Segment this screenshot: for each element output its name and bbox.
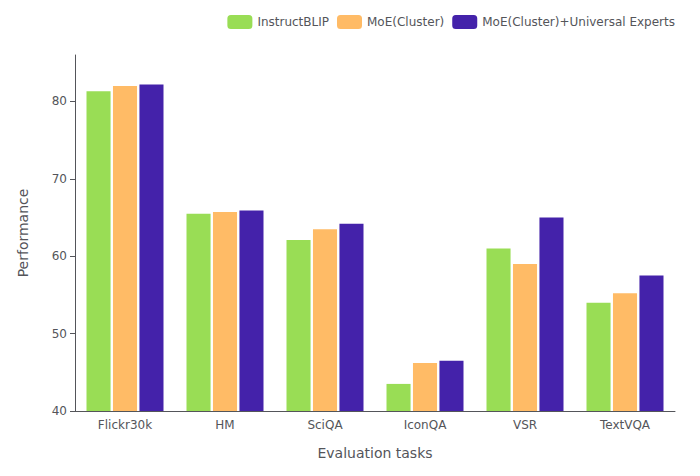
svg-text:InstructBLIP: InstructBLIP — [257, 15, 329, 29]
svg-text:TextVQA: TextVQA — [599, 418, 651, 432]
svg-text:80: 80 — [52, 94, 67, 108]
svg-text:VSR: VSR — [513, 418, 537, 432]
svg-text:MoE(Cluster): MoE(Cluster) — [367, 15, 444, 29]
svg-text:Flickr30k: Flickr30k — [98, 418, 152, 432]
svg-text:50: 50 — [52, 327, 67, 341]
svg-text:IconQA: IconQA — [404, 418, 448, 432]
svg-text:Performance: Performance — [15, 189, 31, 278]
svg-text:60: 60 — [52, 249, 67, 263]
svg-text:SciQA: SciQA — [307, 418, 343, 432]
svg-text:70: 70 — [52, 172, 67, 186]
svg-text:Evaluation tasks: Evaluation tasks — [317, 445, 432, 461]
svg-text:MoE(Cluster)+Universal Experts: MoE(Cluster)+Universal Experts — [482, 15, 675, 29]
svg-text:40: 40 — [52, 404, 67, 418]
svg-text:HM: HM — [215, 418, 234, 432]
